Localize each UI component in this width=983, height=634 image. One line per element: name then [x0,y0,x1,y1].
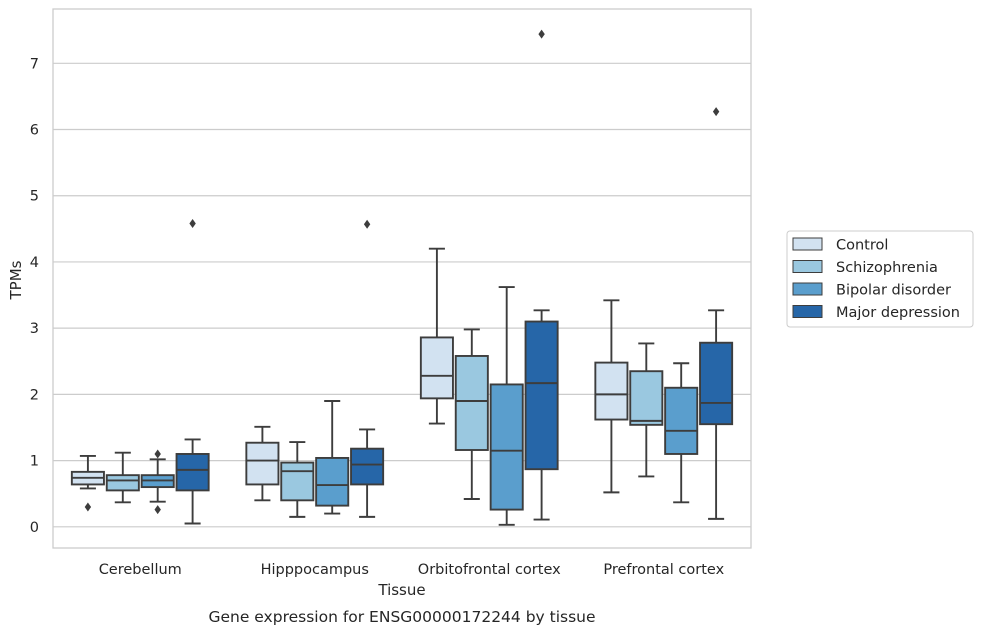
box-iqr [350,447,385,486]
box-schizophrenia [454,328,489,500]
box-iqr [280,461,315,502]
box-iqr [489,383,524,511]
y-axis-label: TPMs [7,260,25,300]
x-tick-label: Hipppocampus [261,562,369,578]
box-iqr [699,341,734,426]
box-bipolar-disorder [140,449,175,515]
box-control [594,299,629,494]
legend-swatch [792,305,823,318]
box-control [70,455,105,512]
outlier-point [154,505,161,515]
chart-caption: Gene expression for ENSG00000172244 by t… [208,608,595,626]
x-tick-label: Orbitofrontal cortex [418,562,561,578]
y-tick-label: 3 [30,321,39,337]
outlier-point [712,107,720,117]
box-iqr [175,453,210,492]
box-iqr [594,361,629,421]
legend-label: Control [836,238,888,254]
outlier-point [538,29,545,39]
y-tick-label: 0 [30,520,39,536]
outlier-point [189,219,196,229]
legend-label: Bipolar disorder [836,283,951,299]
box-iqr [664,386,699,455]
box-major-depression [699,107,734,520]
legend-label: Schizophrenia [836,260,938,276]
box-schizophrenia [280,441,315,518]
box-iqr [629,370,664,426]
x-tick-labels: Cerebellum Hipppocampus Orbitofrontal cort… [99,562,725,578]
outlier-point [154,449,161,459]
box-iqr [105,474,140,492]
box-bipolar-disorder [489,286,524,526]
y-tick-label: 6 [30,123,39,139]
box-iqr [245,441,280,486]
box-major-depression [524,29,559,521]
box-series [70,29,734,526]
box-bipolar-disorder [315,400,350,515]
box-iqr [524,320,559,471]
box-schizophrenia [105,451,140,504]
y-tick-label: 7 [30,56,39,72]
box-control [419,247,454,425]
box-major-depression [175,219,210,525]
legend-swatch [792,282,823,296]
grid-lines [53,62,751,528]
box-major-depression [350,219,385,518]
y-tick-label: 1 [30,454,39,470]
outlier-point [84,502,92,512]
plot-frame [52,8,752,549]
y-tick-labels: 0 1 2 3 4 5 6 7 [30,56,39,536]
x-tick-label: Cerebellum [99,562,182,578]
legend-frame [786,230,974,328]
box-iqr [454,355,489,451]
y-tick-label: 2 [30,387,39,403]
x-tick-label: Prefrontal cortex [603,562,724,578]
legend: Control Schizophrenia Bipolar disorder Majo… [786,230,974,328]
legend-swatch [792,260,823,273]
box-control [245,425,280,502]
legend-label: Major depression [836,305,960,321]
y-tick-label: 5 [30,189,39,205]
box-iqr [419,336,454,400]
box-bipolar-disorder [664,362,699,504]
box-iqr [315,456,350,507]
legend-swatch [792,237,823,251]
x-axis-label: Tissue [377,581,425,599]
box-schizophrenia [629,342,664,478]
outlier-point [363,219,371,229]
y-tick-label: 4 [30,255,39,271]
